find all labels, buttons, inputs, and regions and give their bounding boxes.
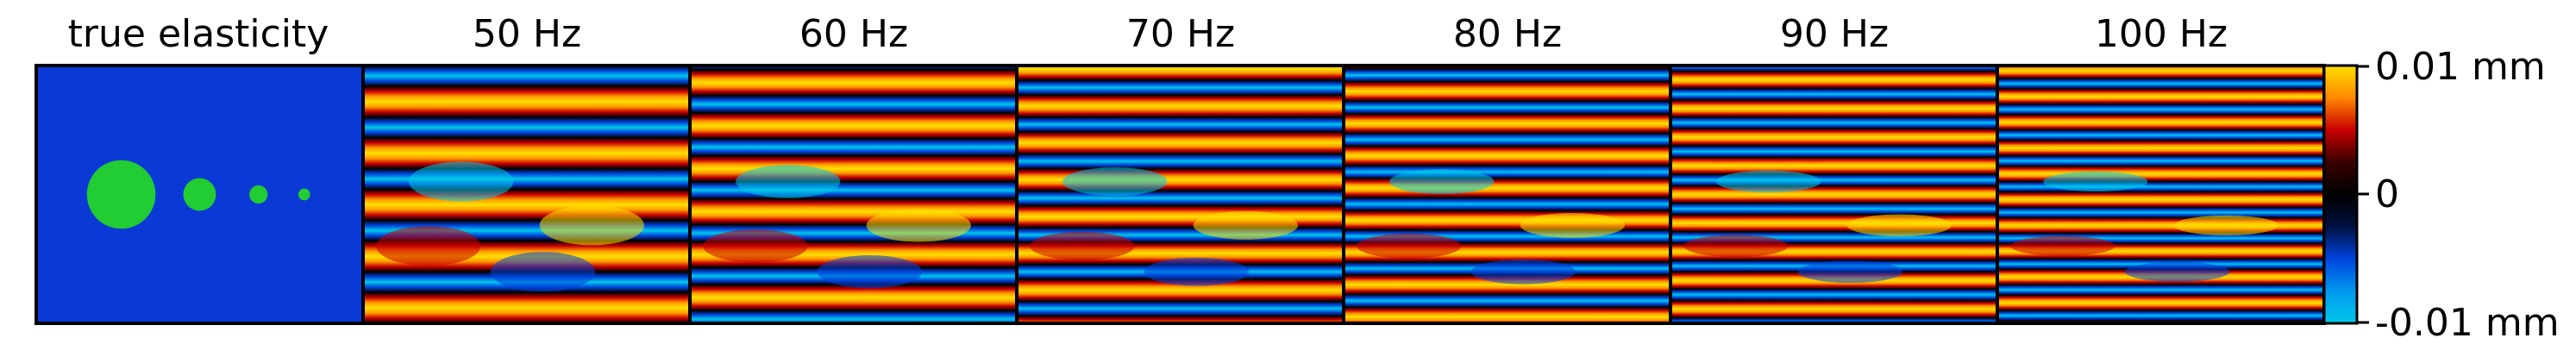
elasticity-inclusion-2 xyxy=(249,185,268,204)
colorbar: 0.01 mm 0 -0.01 mm xyxy=(2322,45,2560,345)
panel-6 xyxy=(1996,64,2326,325)
wave-field-90hz xyxy=(1670,66,1997,323)
panel-title-70hz: 70 Hz xyxy=(1126,12,1235,56)
wave-distortion-100hz xyxy=(2010,172,2278,282)
colorbar-gradient xyxy=(2322,64,2359,325)
panel-title-80hz: 80 Hz xyxy=(1453,12,1562,56)
wave-field-100hz xyxy=(1997,66,2324,323)
wave-distortion-80hz xyxy=(1357,169,1625,285)
panels xyxy=(34,64,2326,325)
panel-titles: true elasticity 50 Hz 60 Hz 70 Hz 80 Hz … xyxy=(68,12,2228,56)
elasticity-inclusion-0 xyxy=(86,160,156,229)
panel-title-100hz: 100 Hz xyxy=(2095,12,2228,56)
panel-2 xyxy=(688,64,1018,325)
panel-title-60hz: 60 Hz xyxy=(799,12,908,56)
colorbar-label-min: -0.01 mm xyxy=(2375,301,2560,345)
panel-title-true-elasticity: true elasticity xyxy=(68,12,329,56)
elasticity-inclusion-1 xyxy=(183,178,216,211)
colorbar-label-max: 0.01 mm xyxy=(2375,45,2546,89)
panel-5 xyxy=(1669,64,1999,325)
colorbar-label-zero: 0 xyxy=(2375,172,2399,216)
wave-field-80hz xyxy=(1344,66,1670,323)
panel-title-50hz: 50 Hz xyxy=(473,12,581,56)
panel-1 xyxy=(361,64,692,325)
wave-distortion-90hz xyxy=(1683,170,1952,283)
wave-distortion-70hz xyxy=(1030,167,1298,286)
panel-title-90hz: 90 Hz xyxy=(1780,12,1889,56)
wave-distortion-50hz xyxy=(376,161,644,292)
elasticity-inclusion-3 xyxy=(298,188,310,201)
wave-distortion-60hz xyxy=(703,165,971,289)
panel-3 xyxy=(1015,64,1345,325)
panel-4 xyxy=(1342,64,1672,325)
panel-0 xyxy=(34,64,365,325)
